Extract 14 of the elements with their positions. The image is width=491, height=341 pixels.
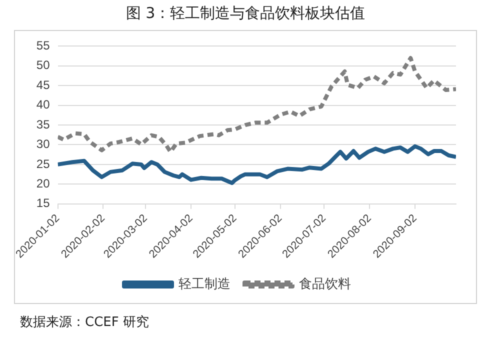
legend-label: 食品饮料 (299, 276, 351, 292)
y-tick-label: 15 (36, 196, 50, 210)
y-tick-label: 30 (36, 137, 50, 152)
legend-label: 轻工制造 (178, 276, 230, 292)
y-tick-label: 50 (36, 58, 50, 72)
source-note: 数据来源：CCEF 研究 (20, 314, 149, 331)
y-tick-label: 45 (36, 78, 50, 92)
y-tick-label: 20 (36, 176, 50, 190)
y-tick-label: 35 (36, 117, 50, 132)
y-tick-label: 55 (36, 38, 50, 53)
y-tick-label: 40 (36, 98, 50, 112)
line-series (58, 56, 456, 154)
chart-title: 图 3：轻工制造与食品饮料板块估值 (124, 4, 366, 23)
y-tick-label: 25 (36, 156, 50, 171)
